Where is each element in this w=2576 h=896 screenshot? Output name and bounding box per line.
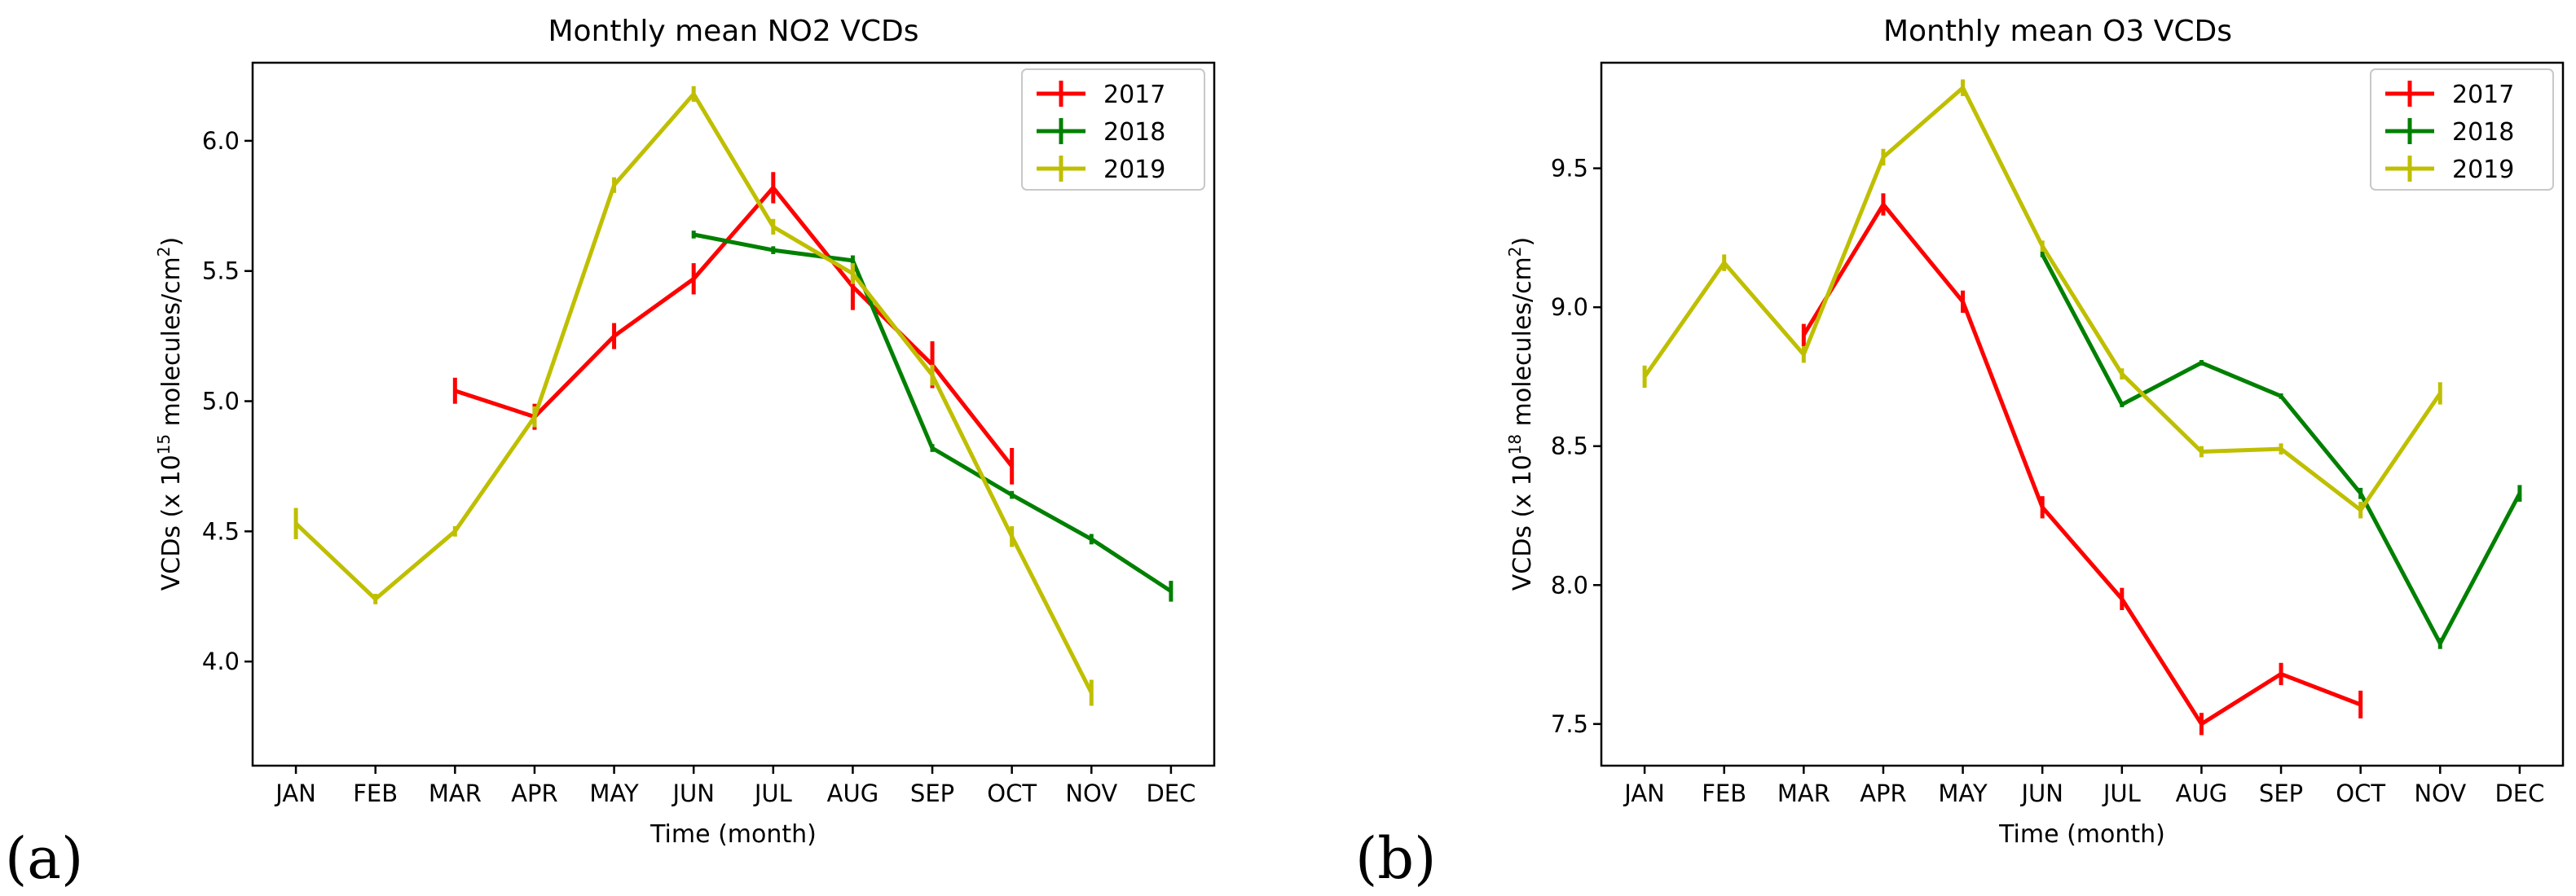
series-line: [1802, 202, 2362, 727]
y-tick-label: 5.0: [202, 388, 240, 415]
series-2019: [1642, 79, 2442, 519]
legend-label: 2017: [1103, 81, 1165, 109]
x-tick-label: JAN: [1623, 780, 1665, 807]
y-tick-label: 6.0: [202, 127, 240, 155]
legend-entry: 2018: [1037, 118, 1165, 147]
series-layer: [293, 86, 1174, 706]
series-2018: [2040, 251, 2522, 649]
legend-entry: 2018: [2385, 118, 2514, 147]
x-tick-label: JUL: [753, 780, 792, 807]
x-tick-label: MAY: [1938, 780, 1988, 807]
x-tick-label: SEP: [2259, 780, 2303, 807]
x-ticks: JAN FEB MAR APR MAY JUN JUL AUG SEP OCT NOV DEC: [274, 766, 1196, 807]
x-tick-label: JUN: [2019, 780, 2063, 807]
legend-entry: 2019: [1037, 156, 1165, 184]
series-line: [693, 232, 1173, 593]
legend-label: 2018: [2452, 118, 2514, 147]
y-axis-label: VCDs (x 1015 molecules/cm2): [154, 237, 186, 591]
x-tick-label: FEB: [353, 780, 398, 807]
y-tick-label: 8.5: [1551, 433, 1588, 460]
panel-letter: (b): [1355, 825, 1436, 892]
legend-label: 2019: [2452, 156, 2514, 184]
y-tick-label: 9.0: [1551, 293, 1588, 321]
x-tick-label: APR: [511, 780, 557, 807]
panel-letter: (a): [5, 825, 83, 892]
series-line: [454, 185, 1014, 468]
legend-frame: [2370, 68, 2554, 191]
chart-title: Monthly mean NO2 VCDs: [548, 15, 919, 48]
x-tick-label: OCT: [2336, 780, 2385, 807]
x-axis-label: Time (month): [1998, 820, 2165, 849]
x-tick-label: AUG: [2176, 780, 2228, 807]
x-tick-label: JAN: [274, 780, 316, 807]
legend-frame: [1021, 68, 1205, 191]
x-axis-label: Time (month): [650, 820, 817, 849]
plot-area: [1600, 61, 2565, 767]
series-line: [294, 91, 1094, 694]
plot-area: [251, 61, 1216, 767]
legend: 2017 2018 2019: [1021, 68, 1205, 191]
legend-label: 2017: [2452, 81, 2514, 109]
x-ticks: JAN FEB MAR APR MAY JUN JUL AUG SEP OCT NOV DEC: [1623, 766, 2544, 807]
x-tick-label: JUL: [2102, 780, 2141, 807]
legend: 2017 2018 2019: [2370, 68, 2554, 191]
x-tick-label: DEC: [2495, 780, 2544, 807]
x-tick-label: MAY: [589, 780, 639, 807]
x-tick-label: JUN: [671, 780, 714, 807]
legend-entry: 2017: [1037, 81, 1165, 109]
y-axis-label: VCDs (x 1018 molecules/cm2): [1505, 237, 1537, 591]
legend-entry: 2019: [2385, 156, 2514, 184]
y-ticks: 7.5 8.0 8.5 9.0 9.5: [1551, 155, 1601, 738]
y-tick-label: 4.0: [202, 648, 240, 675]
series-2019: [293, 86, 1094, 706]
x-tick-label: NOV: [2414, 780, 2466, 807]
panel-b: Monthly mean O3 VCDs 7.5 8.0 8.5 9.0 9.5 JAN…: [1355, 15, 2565, 892]
y-tick-label: 5.5: [202, 257, 240, 285]
x-tick-label: APR: [1860, 780, 1906, 807]
x-tick-label: DEC: [1146, 780, 1196, 807]
y-tick-label: 9.5: [1551, 155, 1588, 182]
series-layer: [1642, 79, 2522, 736]
x-tick-label: MAR: [1777, 780, 1830, 807]
y-tick-label: 4.5: [202, 517, 240, 545]
x-tick-label: MAR: [429, 780, 482, 807]
x-tick-label: OCT: [987, 780, 1037, 807]
panel-a: Monthly mean NO2 VCDs 4.0 4.5 5.0 5.5 6.0 JA…: [5, 15, 1216, 892]
chart-title: Monthly mean O3 VCDs: [1883, 15, 2232, 48]
x-tick-label: NOV: [1065, 780, 1117, 807]
x-tick-label: AUG: [827, 780, 879, 807]
legend-entry: 2017: [2385, 81, 2514, 109]
x-tick-label: FEB: [1702, 780, 1746, 807]
y-ticks: 4.0 4.5 5.0 5.5 6.0: [202, 127, 253, 675]
y-tick-label: 7.5: [1551, 710, 1588, 738]
series-2017: [1801, 193, 2363, 736]
legend-label: 2018: [1103, 118, 1165, 147]
legend-label: 2019: [1103, 156, 1165, 184]
series-2018: [691, 231, 1174, 602]
x-tick-label: SEP: [910, 780, 954, 807]
y-tick-label: 8.0: [1551, 571, 1588, 599]
